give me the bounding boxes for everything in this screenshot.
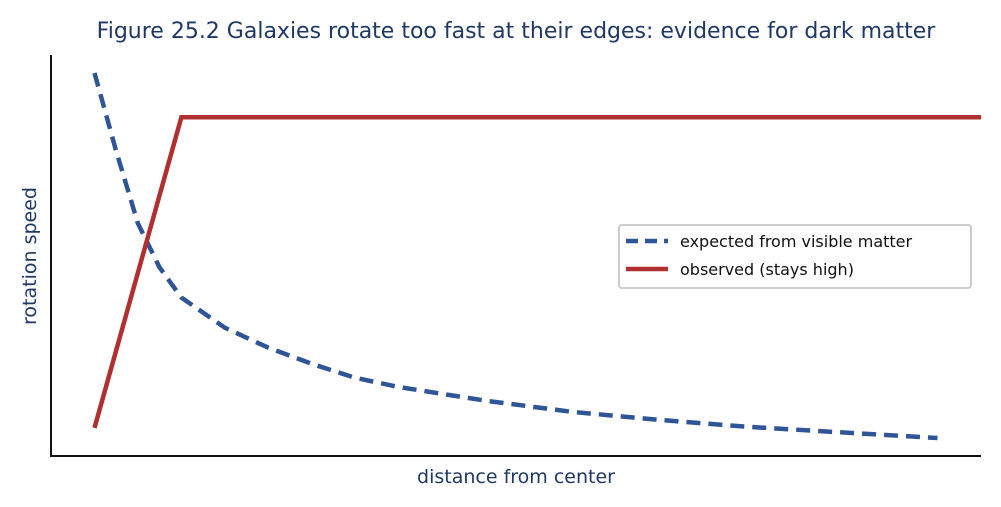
- chart-title: Figure 25.2 Galaxies rotate too fast at …: [97, 19, 937, 44]
- y-axis-label: rotation speed: [19, 187, 41, 325]
- series-line-expected-from-visible-matter: [92, 72, 938, 441]
- series-line-observed-stays-high: [92, 114, 981, 429]
- legend-label-observed: observed (stays high): [680, 260, 854, 279]
- legend: expected from visible matter observed (s…: [618, 224, 972, 289]
- legend-label-expected: expected from visible matter: [680, 232, 913, 251]
- x-axis-label: distance from center: [417, 466, 615, 488]
- plot-area: [92, 72, 981, 441]
- legend-box: [618, 224, 972, 289]
